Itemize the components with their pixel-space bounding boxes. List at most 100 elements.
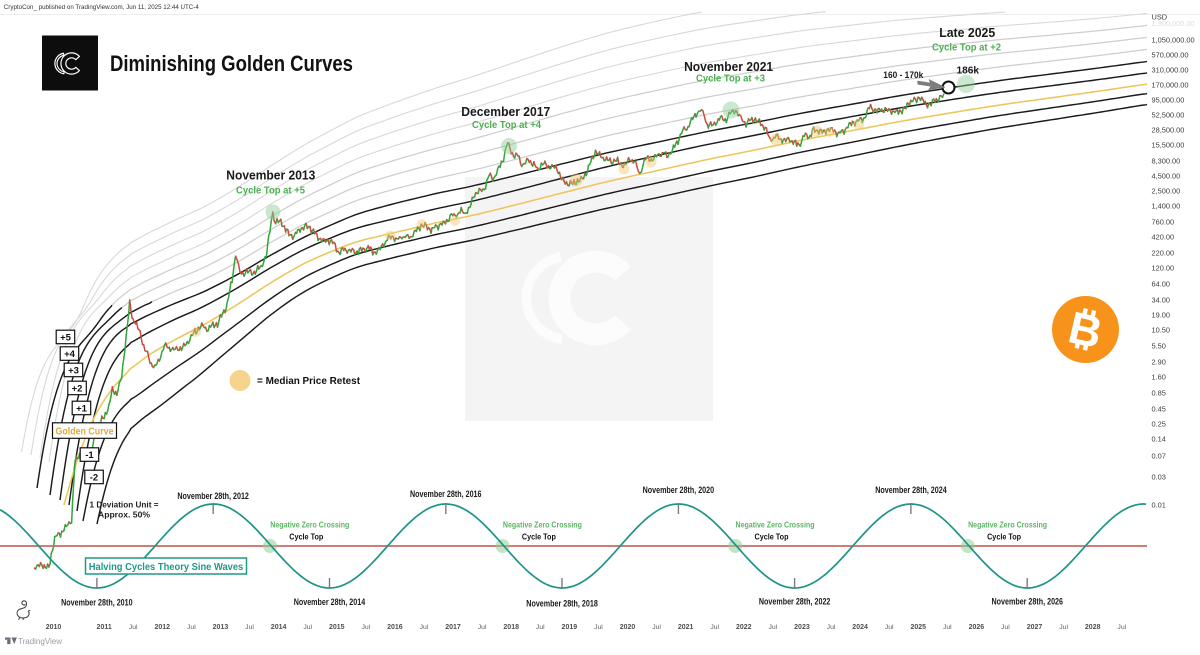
- svg-text:TradingView: TradingView: [18, 637, 62, 646]
- svg-text:Cycle Top: Cycle Top: [289, 532, 323, 542]
- svg-text:1,050,000.00: 1,050,000.00: [1152, 36, 1195, 45]
- svg-text:2.90: 2.90: [1152, 358, 1166, 367]
- svg-text:Cycle Top at +2: Cycle Top at +2: [932, 42, 1001, 53]
- svg-text:Jul: Jul: [1117, 624, 1126, 631]
- svg-text:2026: 2026: [969, 624, 985, 631]
- svg-text:Diminishing Golden Curves: Diminishing Golden Curves: [110, 51, 353, 76]
- svg-text:10.50: 10.50: [1152, 326, 1171, 335]
- svg-text:Jul: Jul: [478, 624, 487, 631]
- svg-text:CryptoCon_ published on Tradin: CryptoCon_ published on TradingView.com,…: [4, 4, 199, 11]
- svg-text:0.07: 0.07: [1152, 452, 1166, 461]
- svg-text:Approx. 50%: Approx. 50%: [98, 510, 150, 520]
- svg-text:Jul: Jul: [129, 624, 138, 631]
- svg-text:0.01: 0.01: [1152, 501, 1166, 510]
- svg-text:Jul: Jul: [594, 624, 603, 631]
- svg-text:Jul: Jul: [769, 624, 778, 631]
- svg-text:Cycle Top: Cycle Top: [987, 532, 1021, 542]
- svg-text:November 28th, 2024: November 28th, 2024: [875, 485, 947, 495]
- svg-text:15,500.00: 15,500.00: [1152, 141, 1185, 150]
- svg-text:November 28th, 2016: November 28th, 2016: [410, 489, 482, 499]
- svg-text:Cycle Top at +5: Cycle Top at +5: [236, 186, 305, 197]
- svg-text:+3: +3: [68, 365, 79, 376]
- svg-text:November 28th, 2026: November 28th, 2026: [992, 597, 1064, 607]
- svg-text:2019: 2019: [562, 624, 578, 631]
- svg-text:2027: 2027: [1027, 624, 1043, 631]
- svg-text:2012: 2012: [155, 624, 171, 631]
- svg-text:8,300.00: 8,300.00: [1152, 157, 1181, 166]
- svg-text:2013: 2013: [213, 624, 229, 631]
- svg-text:Cycle Top: Cycle Top: [755, 532, 789, 542]
- svg-text:+5: +5: [60, 332, 72, 343]
- svg-text:420.00: 420.00: [1152, 233, 1175, 242]
- svg-text:2025: 2025: [910, 624, 926, 631]
- svg-text:Cycle Top at +4: Cycle Top at +4: [472, 120, 541, 131]
- svg-text:0.14: 0.14: [1152, 435, 1166, 444]
- svg-text:0.03: 0.03: [1152, 473, 1166, 482]
- svg-text:2010: 2010: [46, 624, 62, 631]
- svg-text:2018: 2018: [503, 624, 519, 631]
- svg-text:Negative Zero Crossing: Negative Zero Crossing: [736, 521, 815, 530]
- svg-text:186k: 186k: [957, 66, 980, 77]
- svg-text:220.00: 220.00: [1152, 249, 1175, 258]
- svg-text:November 2021: November 2021: [684, 59, 773, 74]
- svg-text:2020: 2020: [620, 624, 636, 631]
- svg-text:December 2017: December 2017: [461, 104, 550, 119]
- svg-text:2014: 2014: [271, 624, 287, 631]
- svg-text:Jul: Jul: [187, 624, 196, 631]
- svg-text:2023: 2023: [794, 624, 810, 631]
- svg-text:0.25: 0.25: [1152, 420, 1166, 429]
- svg-text:USD: USD: [1152, 13, 1168, 22]
- svg-text:Jul: Jul: [885, 624, 894, 631]
- svg-text:1,400.00: 1,400.00: [1152, 202, 1181, 211]
- svg-text:-1: -1: [85, 450, 94, 461]
- svg-text:November 28th, 2018: November 28th, 2018: [526, 599, 598, 609]
- svg-text:310,000.00: 310,000.00: [1152, 66, 1189, 75]
- svg-text:Jul: Jul: [652, 624, 661, 631]
- svg-text:November 28th, 2010: November 28th, 2010: [61, 598, 133, 608]
- svg-text:2021: 2021: [678, 624, 694, 631]
- svg-text:Jul: Jul: [536, 624, 545, 631]
- svg-text:+2: +2: [72, 383, 83, 394]
- svg-text:Jul: Jul: [361, 624, 370, 631]
- svg-text:2,500.00: 2,500.00: [1152, 187, 1181, 196]
- svg-text:28,500.00: 28,500.00: [1152, 126, 1185, 135]
- svg-text:2024: 2024: [852, 624, 868, 631]
- svg-text:Golden Curve: Golden Curve: [56, 425, 114, 437]
- svg-text:Jul: Jul: [1059, 624, 1068, 631]
- svg-text:52,500.00: 52,500.00: [1152, 111, 1185, 120]
- svg-text:Jul: Jul: [1001, 624, 1010, 631]
- svg-text:= Median Price Retest: = Median Price Retest: [257, 376, 361, 387]
- svg-text:November 28th, 2012: November 28th, 2012: [177, 491, 249, 501]
- svg-text:95,000.00: 95,000.00: [1152, 96, 1185, 105]
- svg-text:Jul: Jul: [943, 624, 952, 631]
- svg-text:160 - 170k: 160 - 170k: [883, 70, 924, 81]
- svg-text:Late 2025: Late 2025: [939, 25, 995, 40]
- svg-text:Negative Zero Crossing: Negative Zero Crossing: [503, 521, 582, 530]
- svg-text:November 28th, 2022: November 28th, 2022: [759, 597, 831, 607]
- svg-text:-2: -2: [90, 472, 98, 483]
- svg-text:2022: 2022: [736, 624, 752, 631]
- svg-text:November 28th, 2020: November 28th, 2020: [643, 485, 715, 495]
- svg-text:Negative Zero Crossing: Negative Zero Crossing: [968, 521, 1047, 530]
- svg-text:Cycle Top at +3: Cycle Top at +3: [696, 74, 765, 85]
- svg-text:2016: 2016: [387, 624, 403, 631]
- svg-text:34.00: 34.00: [1152, 296, 1171, 305]
- svg-text:November 2013: November 2013: [226, 168, 315, 183]
- svg-text:+1: +1: [76, 403, 88, 414]
- svg-text:Cycle Top: Cycle Top: [522, 532, 556, 542]
- svg-text:2017: 2017: [445, 624, 461, 631]
- svg-text:2011: 2011: [97, 624, 112, 631]
- svg-text:0.45: 0.45: [1152, 405, 1166, 414]
- svg-text:Jul: Jul: [245, 624, 254, 631]
- svg-text:1 Deviation Unit =: 1 Deviation Unit =: [90, 500, 159, 510]
- svg-text:1.60: 1.60: [1152, 373, 1166, 382]
- svg-text:Halving Cycles Theory Sine Wav: Halving Cycles Theory Sine Waves: [89, 562, 244, 573]
- svg-text:5.50: 5.50: [1152, 342, 1166, 351]
- svg-text:Jul: Jul: [710, 624, 719, 631]
- svg-text:4,500.00: 4,500.00: [1152, 172, 1181, 181]
- svg-text:Jul: Jul: [827, 624, 836, 631]
- svg-text:2015: 2015: [329, 624, 345, 631]
- svg-text:Jul: Jul: [420, 624, 429, 631]
- svg-text:19.00: 19.00: [1152, 311, 1171, 320]
- svg-text:120.00: 120.00: [1152, 264, 1175, 273]
